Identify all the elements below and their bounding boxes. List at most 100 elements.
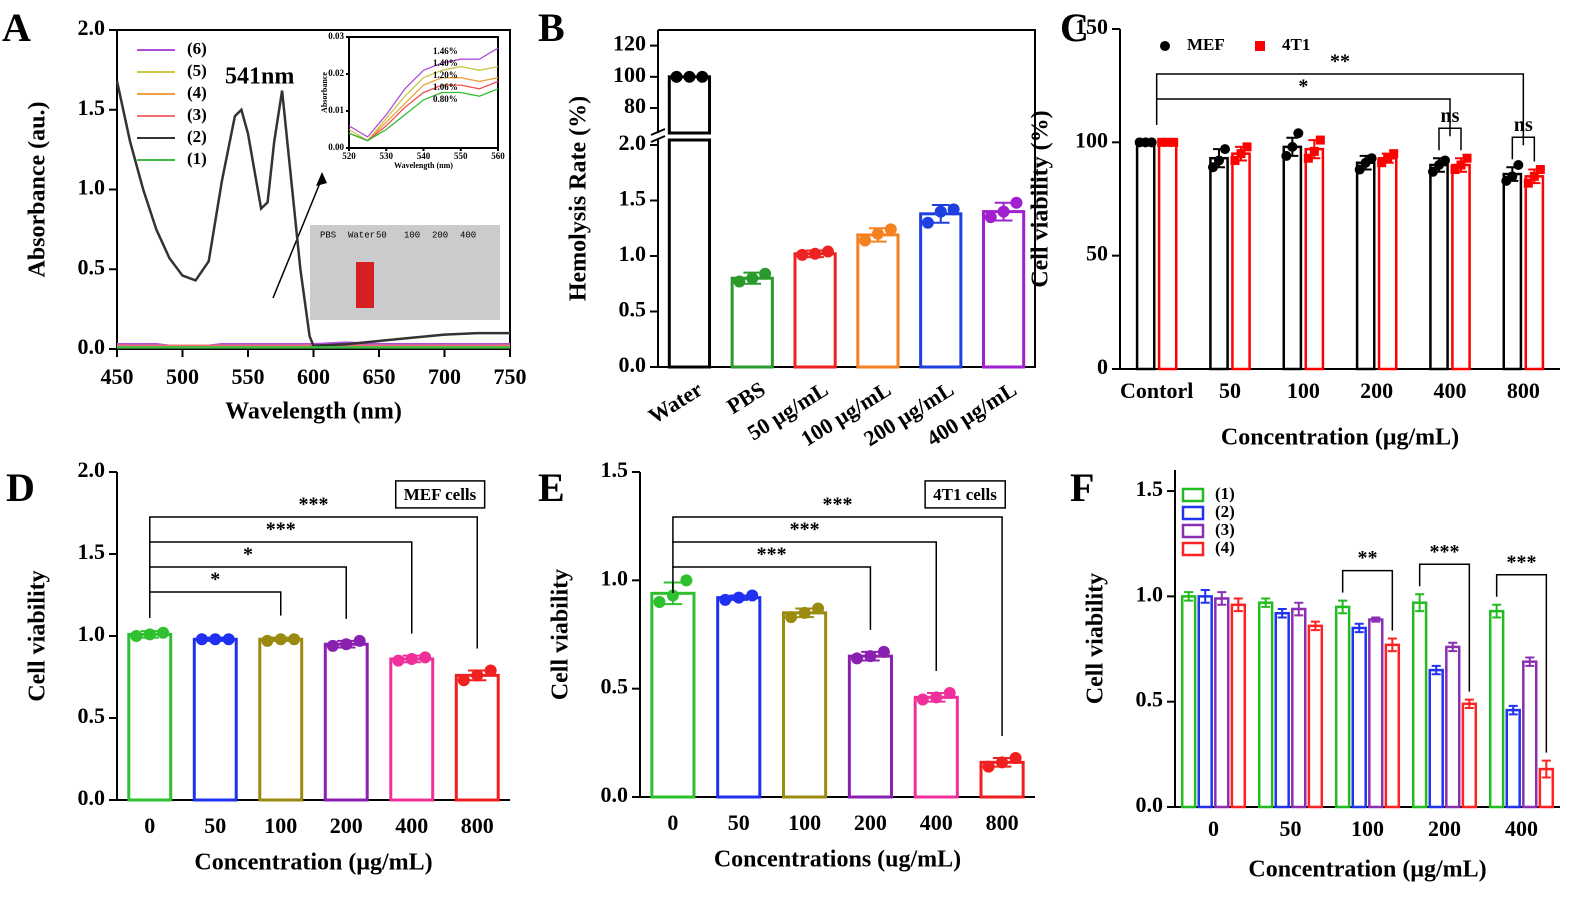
x-tick-label: 450 xyxy=(101,364,134,389)
bar xyxy=(1157,141,1178,371)
significance-label: *** xyxy=(1507,551,1537,573)
error-bar xyxy=(1448,641,1458,653)
data-point xyxy=(732,591,745,604)
error-bar xyxy=(1387,637,1397,653)
bar xyxy=(1411,601,1428,809)
data-point xyxy=(405,652,418,665)
y-axis-title: Absorbance xyxy=(320,72,329,113)
bar xyxy=(1257,601,1274,809)
x-tick-label: 100 xyxy=(264,813,297,838)
x-tick-label: 400 xyxy=(1434,378,1467,403)
legend-label: (4) xyxy=(187,83,207,102)
data-point xyxy=(1220,144,1231,155)
x-tick-label: 530 xyxy=(380,151,394,161)
data-point xyxy=(1010,196,1023,209)
x-tick-label: 560 xyxy=(491,151,505,161)
x-tick-label: 550 xyxy=(232,364,265,389)
legend-label: (2) xyxy=(187,127,207,146)
bar xyxy=(1180,595,1197,809)
curve-label: 1.06% xyxy=(433,82,458,92)
x-tick-label: 750 xyxy=(494,364,527,389)
y-tick-label: 0.0 xyxy=(78,334,106,359)
significance-bracket xyxy=(672,516,1003,736)
bar xyxy=(1291,607,1307,809)
bar xyxy=(1274,611,1290,809)
x-tick-label: 200 xyxy=(854,810,887,835)
y-tick-label: 1.0 xyxy=(78,621,106,646)
data-point xyxy=(1389,149,1399,159)
significance-bracket xyxy=(1495,574,1548,753)
data-point xyxy=(821,245,834,258)
data-point xyxy=(864,650,877,663)
data-point xyxy=(984,211,997,224)
y-tick-label: 0.0 xyxy=(601,782,629,807)
y-tick-label: 1.0 xyxy=(78,175,106,200)
x-tick-label: Water xyxy=(644,376,707,428)
x-axis-title: Concentration (μg/mL) xyxy=(1221,425,1459,451)
data-point xyxy=(947,203,960,216)
bar xyxy=(856,233,900,369)
data-point xyxy=(457,674,470,687)
x-tick-label: 800 xyxy=(1507,378,1540,403)
bar xyxy=(793,252,837,369)
bar xyxy=(1197,595,1213,809)
y-tick-label: 0.5 xyxy=(78,254,106,279)
box-label: MEF cells xyxy=(404,485,477,504)
photo-label: 100 xyxy=(404,230,420,240)
data-point xyxy=(719,593,732,606)
curve-label: 1.20% xyxy=(433,70,458,80)
legend-marker xyxy=(1181,487,1205,503)
bar xyxy=(192,637,238,802)
bar xyxy=(1461,702,1478,809)
y-tick-label: 0.0 xyxy=(1136,792,1164,817)
bar xyxy=(847,654,893,799)
legend-label: (4) xyxy=(1215,538,1235,557)
curve-label: 1.46% xyxy=(433,46,458,56)
data-point xyxy=(1354,164,1365,175)
error-bar xyxy=(1354,622,1364,634)
x-axis-title: Concentrations (ug/mL) xyxy=(714,847,961,873)
data-point xyxy=(1287,141,1298,152)
error-bar xyxy=(1277,608,1287,619)
x-axis-title: Concentration (μg/mL) xyxy=(1248,857,1486,883)
legend-marker xyxy=(1255,41,1265,51)
x-tick-label: 0 xyxy=(667,810,678,835)
panel-letter: B xyxy=(538,5,565,50)
significance-label: * xyxy=(210,569,220,591)
axes xyxy=(639,472,1035,798)
bar xyxy=(1502,172,1523,371)
data-point xyxy=(1377,158,1387,168)
significance-bracket xyxy=(1418,563,1471,692)
photo-label: 200 xyxy=(432,230,448,240)
error-bar xyxy=(1233,597,1243,613)
x-tick-label: Contorl xyxy=(1120,378,1193,403)
bar xyxy=(1377,156,1398,371)
data-point xyxy=(666,589,679,602)
y-tick-label: 1.5 xyxy=(78,539,106,564)
y-axis-title: Cell viability xyxy=(548,569,574,700)
bar xyxy=(1428,668,1444,809)
bar xyxy=(667,138,712,369)
axis-break xyxy=(650,128,666,143)
bar xyxy=(667,75,712,135)
error-bar xyxy=(1415,593,1425,613)
data-point xyxy=(733,275,746,288)
y-tick-label: 100 xyxy=(1075,127,1108,152)
significance-label: *** xyxy=(266,519,296,541)
significance-bracket xyxy=(1438,127,1462,151)
x-tick-label: 0 xyxy=(1208,816,1219,841)
data-point xyxy=(222,633,235,646)
data-point xyxy=(934,205,947,218)
bar xyxy=(1429,163,1449,371)
photo-label: 400 xyxy=(460,230,476,240)
significance-label: * xyxy=(243,544,253,566)
x-tick-label: 540 xyxy=(417,151,431,161)
significance-bracket xyxy=(1155,73,1525,146)
bar xyxy=(1334,605,1351,809)
x-tick-label: 700 xyxy=(428,364,461,389)
bar xyxy=(782,611,828,799)
error-bar xyxy=(1310,620,1320,632)
x-tick-label: 200 xyxy=(330,813,363,838)
significance-label: ns xyxy=(1441,105,1460,127)
